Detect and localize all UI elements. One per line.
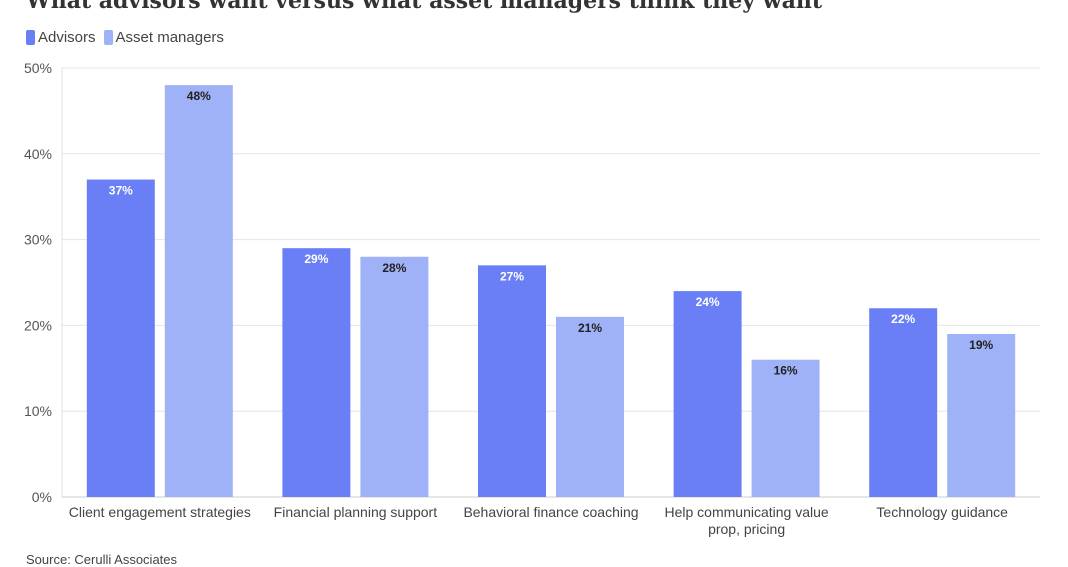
data-label-asset-managers: 19%: [969, 338, 993, 352]
legend-label-asset-managers: Asset managers: [115, 29, 224, 46]
data-label-advisors: 22%: [891, 312, 915, 326]
y-tick-label: 20%: [24, 317, 52, 333]
bar-advisors: [86, 179, 155, 498]
y-tick-label: 10%: [24, 403, 52, 419]
y-tick-label: 30%: [24, 232, 52, 248]
bar-asset-managers: [164, 85, 233, 497]
y-tick-label: 50%: [24, 60, 52, 76]
bar-advisors: [478, 265, 546, 497]
bar-asset-managers: [556, 316, 624, 497]
y-tick-label: 40%: [24, 146, 52, 162]
bar-asset-managers: [751, 359, 820, 497]
y-tick-label: 0%: [32, 489, 52, 505]
x-tick-label: Technology guidance: [876, 504, 1008, 520]
bar-advisors: [673, 291, 742, 497]
data-label-asset-managers: 21%: [578, 321, 602, 335]
legend-item-asset-managers[interactable]: Asset managers: [103, 29, 224, 46]
chart-title: What advisors want versus what asset man…: [26, 0, 823, 14]
x-tick-label: Client engagement strategies: [69, 504, 251, 520]
legend-swatch-asset-managers: [103, 30, 113, 45]
legend-label-advisors: Advisors: [38, 29, 96, 46]
data-label-advisors: 24%: [696, 295, 720, 309]
bar-asset-managers: [947, 333, 1016, 497]
x-tick-label: Behavioral finance coaching: [463, 504, 638, 520]
data-label-advisors: 37%: [109, 184, 133, 198]
bar-asset-managers: [360, 256, 429, 497]
chart-legend: Advisors Asset managers: [26, 29, 232, 46]
x-tick-label: prop, pricing: [708, 521, 785, 537]
source-note: Source: Cerulli Associates: [26, 552, 178, 567]
data-label-asset-managers: 16%: [774, 364, 798, 378]
x-tick-label: Help communicating value: [664, 504, 828, 520]
data-label-asset-managers: 48%: [187, 89, 211, 103]
data-label-asset-managers: 28%: [382, 261, 406, 275]
legend-item-advisors[interactable]: Advisors: [26, 29, 96, 46]
bar-advisors: [282, 248, 351, 497]
data-label-advisors: 29%: [304, 252, 328, 266]
legend-swatch-advisors: [26, 30, 35, 45]
x-tick-label: Financial planning support: [274, 504, 438, 520]
bar-advisors: [869, 308, 938, 497]
data-label-advisors: 27%: [500, 269, 524, 283]
